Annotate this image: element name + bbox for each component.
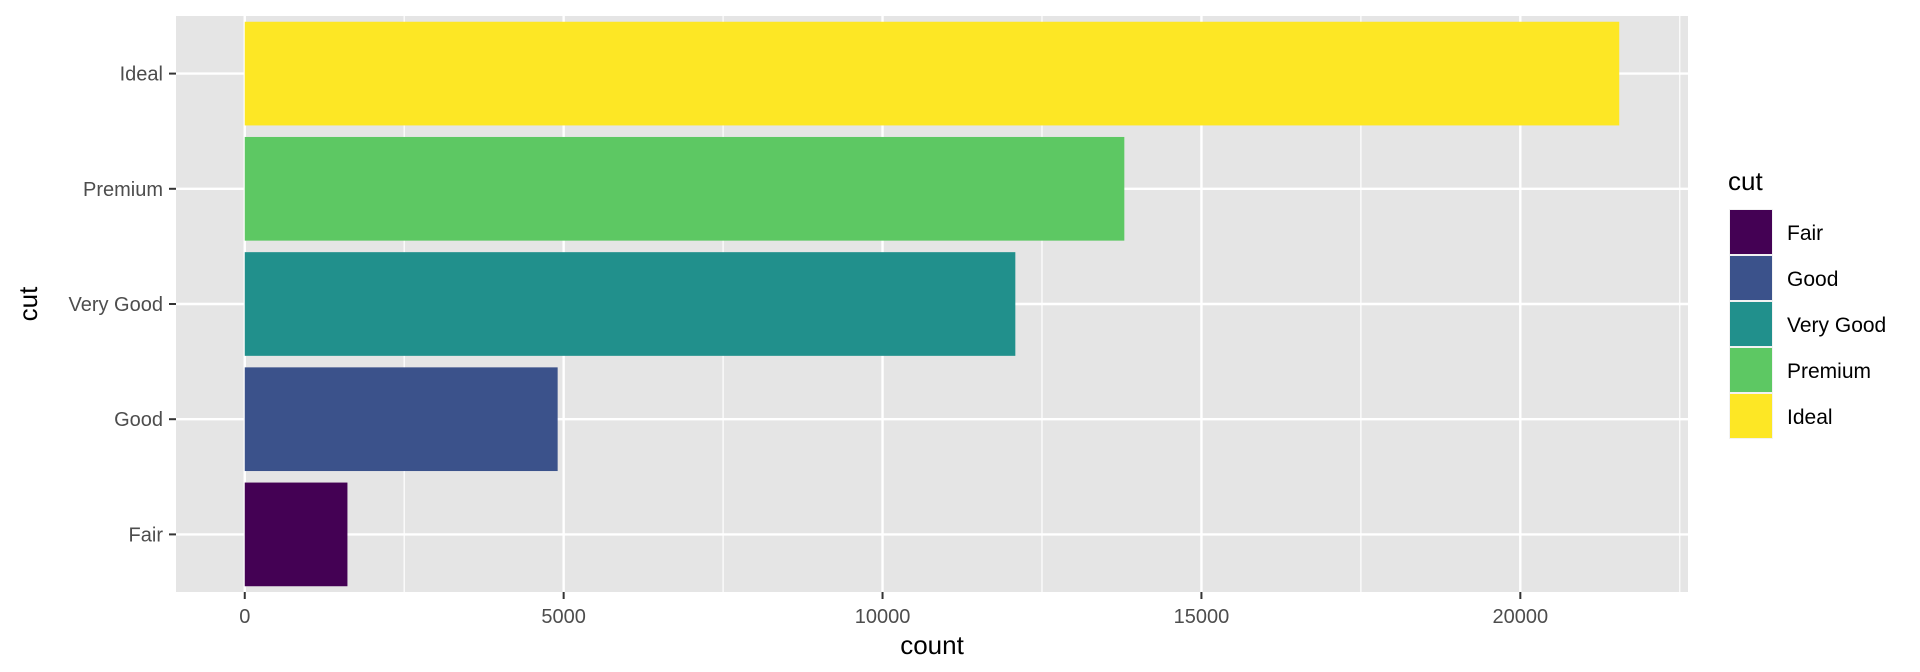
bar-very-good <box>244 252 1016 356</box>
x-tick-label: 10000 <box>855 606 911 628</box>
bar-fair <box>244 482 348 587</box>
x-tick-label: 20000 <box>1493 606 1549 628</box>
legend-swatch-fair <box>1730 210 1772 254</box>
y-tick-label: Ideal <box>120 64 163 86</box>
bar-premium <box>244 136 1125 241</box>
legend: cut Fair Good Very Good Premium Ideal <box>1728 166 1886 439</box>
bar-ideal <box>244 21 1620 126</box>
legend-items: Fair Good Very Good Premium Ideal <box>1729 209 1886 439</box>
axes: 0 5000 10000 15000 20000 Fair Good Very Good Pre… <box>68 64 1548 628</box>
y-tick-label: Very Good <box>68 294 163 316</box>
legend-swatch-ideal <box>1730 394 1772 438</box>
legend-swatch-good <box>1730 256 1772 300</box>
x-tick-label: 15000 <box>1174 606 1230 628</box>
legend-label: Good <box>1787 268 1838 291</box>
legend-label: Fair <box>1787 222 1823 245</box>
legend-swatch-very-good <box>1730 302 1772 346</box>
legend-title: cut <box>1728 166 1763 196</box>
legend-swatch-premium <box>1730 348 1772 392</box>
legend-label: Premium <box>1787 360 1871 383</box>
y-tick-label: Fair <box>129 524 164 546</box>
y-axis-title: cut <box>13 286 43 321</box>
bar-good <box>244 367 558 472</box>
y-tick-label: Premium <box>83 179 163 201</box>
x-axis-title: count <box>900 630 964 660</box>
bars <box>244 21 1620 587</box>
x-tick-label: 5000 <box>541 606 586 628</box>
legend-label: Very Good <box>1787 314 1886 337</box>
y-tick-label: Good <box>114 409 163 431</box>
legend-label: Ideal <box>1787 406 1833 429</box>
x-tick-label: 0 <box>239 606 250 628</box>
